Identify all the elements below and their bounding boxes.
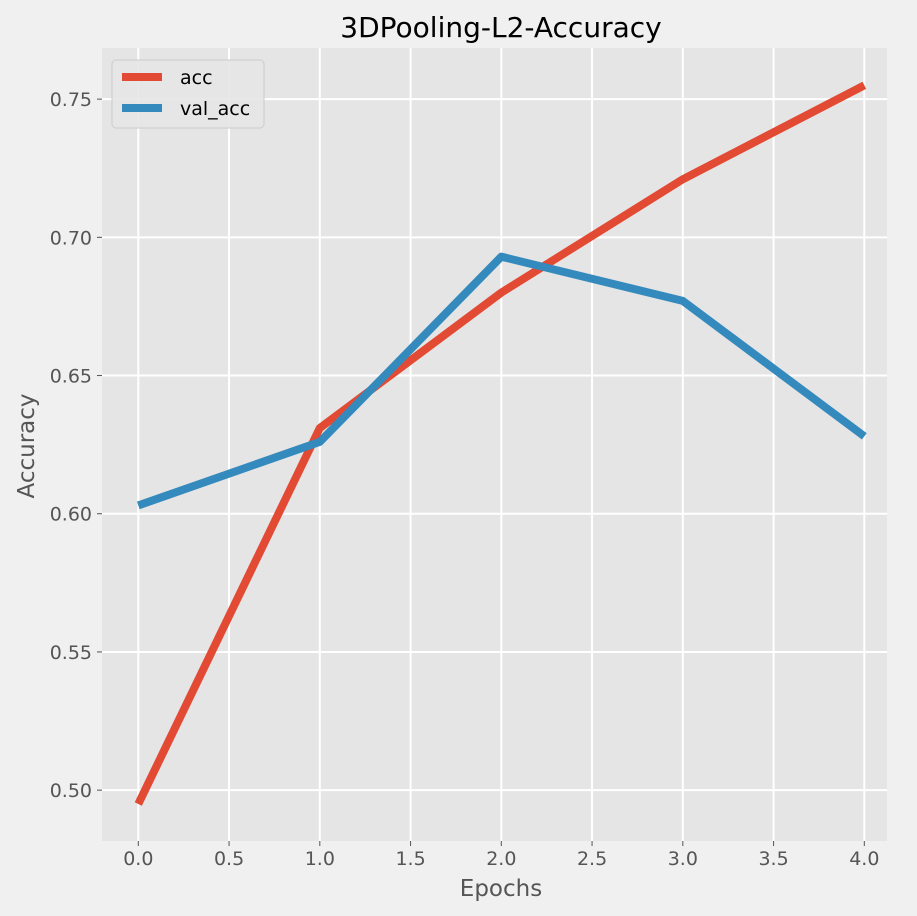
series-line-val-acc [136, 252, 867, 510]
y-tick-label: 0.50 [50, 780, 92, 802]
y-tick-label: 0.60 [50, 504, 92, 526]
x-tick-label: 3.5 [758, 848, 788, 870]
legend: acc val_acc [111, 59, 265, 129]
x-tick-label: 3.0 [668, 848, 698, 870]
x-axis-title: Epochs [460, 876, 542, 902]
x-tick-label: 0.0 [123, 848, 153, 870]
series-lines [134, 81, 867, 806]
x-tick-label: 0.5 [214, 848, 244, 870]
legend-label-val-acc: val_acc [180, 98, 250, 120]
x-tick-label: 1.5 [395, 848, 425, 870]
y-tick-label: 0.75 [50, 89, 92, 111]
axis-ticks: 0.0 0.5 1.0 1.5 2.0 2.5 3.0 3.5 4.0 0.50 0.55 0.60 0… [50, 89, 880, 870]
legend-label-acc: acc [180, 67, 213, 89]
x-tick-label: 1.0 [305, 848, 335, 870]
x-tick-label: 2.0 [486, 848, 516, 870]
grid-lines [102, 48, 887, 841]
y-tick-label: 0.70 [50, 227, 92, 249]
y-axis-title: Accuracy [14, 393, 40, 498]
x-tick-label: 2.5 [577, 848, 607, 870]
x-tick-label: 4.0 [849, 848, 879, 870]
chart-title: 3DPooling-L2-Accuracy [340, 11, 661, 44]
series-line-acc [134, 81, 867, 806]
plot-background [102, 48, 887, 841]
y-tick-label: 0.65 [50, 366, 92, 388]
y-tick-label: 0.55 [50, 642, 92, 664]
